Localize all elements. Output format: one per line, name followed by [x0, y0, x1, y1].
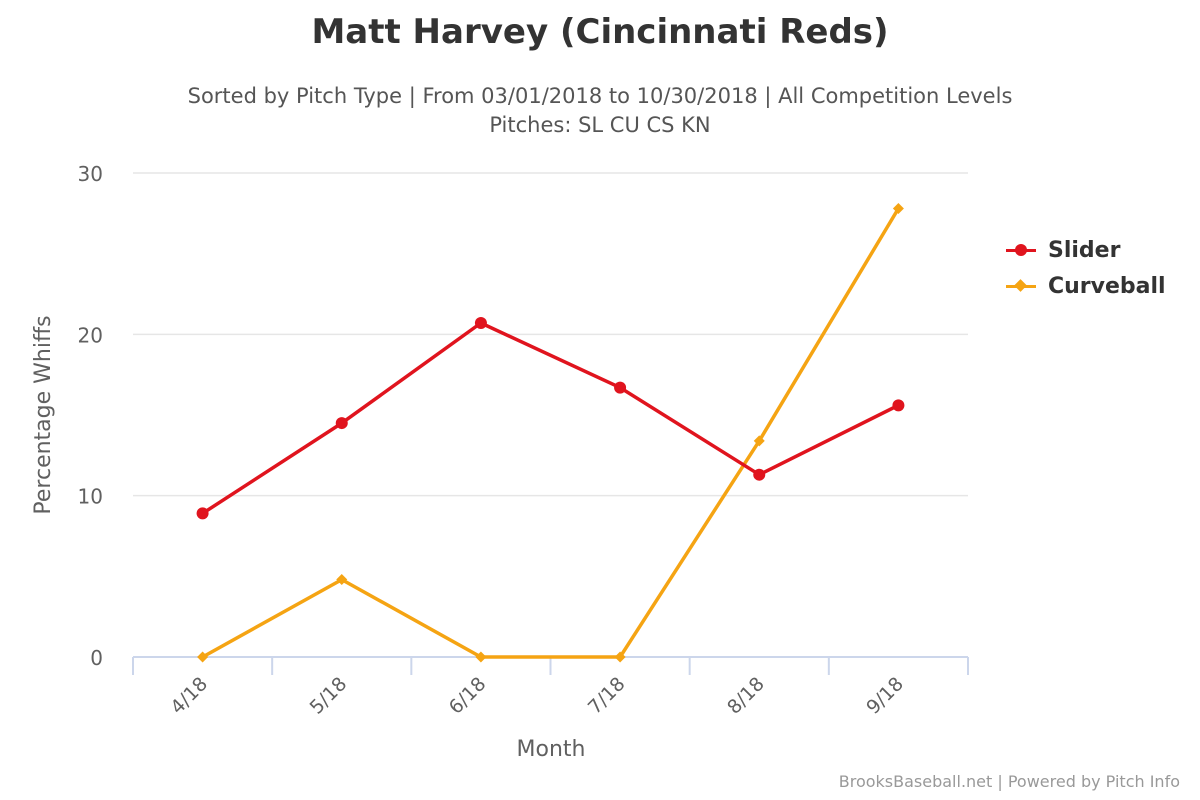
x-tick-label: 7/18	[584, 673, 630, 719]
slider-series-line	[201, 321, 900, 515]
x-tick-label: 8/18	[723, 673, 769, 719]
chart-subtitle: Sorted by Pitch Type | From 03/01/2018 t…	[0, 82, 1200, 140]
curveball-series-line	[201, 207, 900, 659]
grid-lines	[133, 172, 968, 497]
slider-point[interactable]	[892, 399, 905, 412]
slider-point[interactable]	[614, 381, 627, 394]
y-axis-label: Percentage Whiffs	[31, 315, 56, 514]
slider-point[interactable]	[196, 507, 209, 520]
x-tick-label: 6/18	[445, 673, 491, 719]
y-axis: 0 10 20 30	[78, 162, 103, 670]
x-tick-label: 4/18	[166, 673, 212, 719]
legend-label-slider: Slider	[1048, 237, 1121, 263]
curveball-point[interactable]	[197, 651, 209, 663]
x-tick-label: 9/18	[862, 673, 908, 719]
series-group	[196, 202, 905, 663]
curveball-legend-marker	[1014, 279, 1027, 292]
curveball-point[interactable]	[336, 574, 348, 586]
slider-point[interactable]	[474, 317, 487, 330]
legend-item-slider[interactable]: Slider	[1006, 232, 1166, 268]
subtitle-line-2: Pitches: SL CU CS KN	[489, 113, 711, 137]
x-tick-label: 5/18	[306, 673, 352, 719]
slider-point[interactable]	[335, 417, 348, 430]
curveball-legend-symbol	[1006, 276, 1036, 296]
y-tick-label: 0	[90, 646, 103, 670]
slider-legend-marker	[1015, 244, 1027, 256]
subtitle-line-1: Sorted by Pitch Type | From 03/01/2018 t…	[187, 84, 1013, 108]
legend-label-curveball: Curveball	[1048, 273, 1166, 299]
curveball-point[interactable]	[753, 435, 765, 447]
legend: Slider Curveball	[1006, 232, 1166, 304]
credits-link[interactable]: BrooksBaseball.net | Powered by Pitch In…	[838, 772, 1180, 791]
chart-title: Matt Harvey (Cincinnati Reds)	[311, 12, 889, 52]
curveball-point[interactable]	[614, 651, 626, 663]
curveball-point[interactable]	[475, 651, 487, 663]
curveball-point[interactable]	[892, 202, 904, 214]
slider-legend-symbol	[1006, 240, 1036, 260]
y-tick-label: 30	[78, 162, 103, 186]
y-tick-label: 20	[78, 323, 103, 347]
x-axis: 4/18 5/18 6/18 7/18 8/18 9/18	[132, 656, 969, 719]
y-tick-label: 10	[78, 485, 103, 509]
slider-point[interactable]	[753, 468, 766, 481]
x-axis-label: Month	[517, 737, 586, 762]
legend-item-curveball[interactable]: Curveball	[1006, 268, 1166, 304]
